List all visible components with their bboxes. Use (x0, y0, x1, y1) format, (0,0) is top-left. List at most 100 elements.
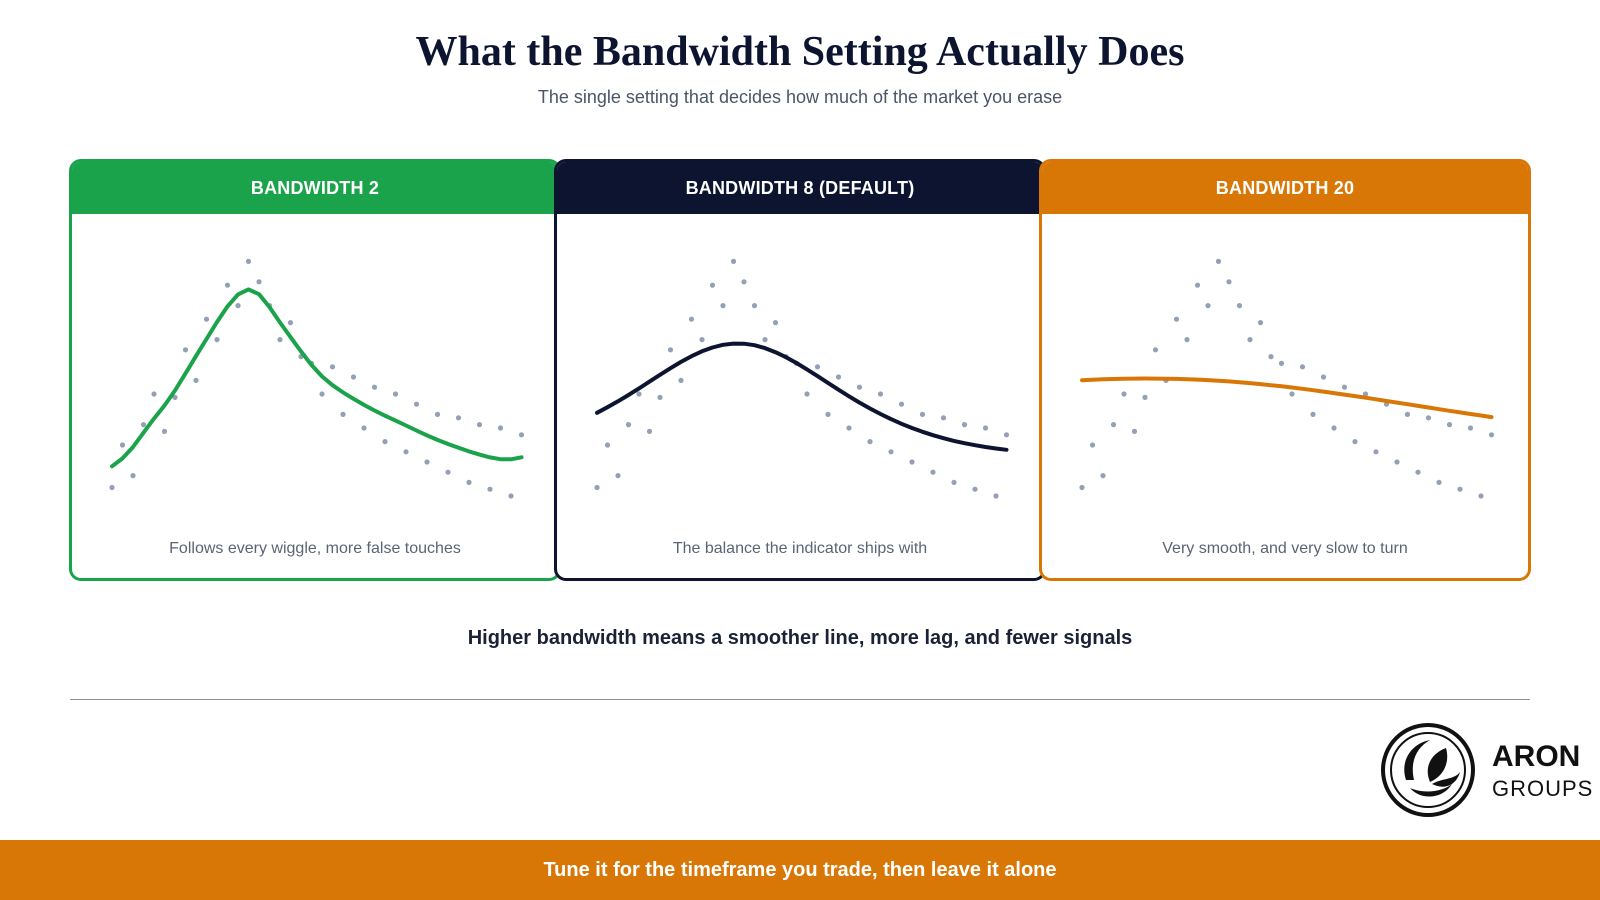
price-dot (1362, 391, 1369, 397)
price-dot (751, 303, 758, 309)
panel-header: BANDWIDTH 2 (72, 162, 558, 214)
price-dot (508, 493, 514, 499)
price-dot (1184, 337, 1190, 343)
price-dot (940, 415, 947, 421)
panel-label: BANDWIDTH 2 (250, 177, 380, 198)
price-dot (1278, 360, 1285, 366)
price-dot (1194, 282, 1201, 288)
price-dot (1289, 391, 1295, 397)
panel-chart (1079, 258, 1495, 499)
price-dot (245, 258, 252, 264)
price-dot (1079, 484, 1085, 491)
price-dot (1394, 459, 1400, 465)
price-dot (151, 391, 157, 397)
panel-bandwidth-20: BANDWIDTH 20 Very smooth, and very slow … (1039, 159, 1531, 581)
price-dot (919, 411, 926, 417)
price-dot (161, 428, 168, 434)
price-dot (898, 401, 905, 407)
price-dot (804, 391, 810, 397)
panel-caption: Very smooth, and very slow to turn (1162, 540, 1408, 557)
price-dot (1478, 493, 1484, 499)
price-dot (720, 303, 726, 309)
price-dot (951, 479, 957, 485)
price-dot (961, 422, 968, 428)
price-dot (888, 449, 894, 455)
panel-label: BANDWIDTH 8 (DEFAULT) (685, 177, 915, 198)
price-dot (846, 425, 852, 431)
smoothed-line (1080, 376, 1494, 420)
price-dot (1247, 337, 1253, 343)
panel-chart (109, 258, 525, 499)
price-dot (814, 364, 821, 370)
price-dot (1320, 374, 1327, 380)
price-dot (594, 484, 600, 491)
price-dot (762, 337, 768, 343)
price-dot (287, 320, 294, 326)
price-dot (709, 282, 716, 288)
price-dot (699, 337, 705, 343)
price-dot (856, 384, 863, 390)
price-dot (224, 282, 231, 288)
price-dot (182, 347, 189, 353)
price-dot (361, 425, 367, 431)
price-dot (1352, 439, 1358, 445)
price-dot (1142, 394, 1148, 400)
price-dot (1152, 347, 1159, 353)
price-dot (256, 279, 262, 285)
price-dot (688, 316, 695, 322)
price-dot (130, 473, 136, 479)
price-dot (424, 459, 430, 465)
divider (70, 699, 1530, 700)
panel-header: BANDWIDTH 8 (DEFAULT) (557, 162, 1043, 214)
price-dot (1310, 411, 1316, 417)
price-dot (1373, 449, 1379, 455)
price-dot (1089, 442, 1096, 448)
price-dot (487, 486, 493, 492)
price-dot (835, 374, 842, 380)
price-dot (678, 377, 684, 383)
price-dot (1100, 473, 1106, 479)
panel-bandwidth-8: BANDWIDTH 8 (DEFAULT) The balance the in… (554, 159, 1046, 581)
price-dot (1205, 303, 1211, 309)
price-dot (466, 479, 472, 485)
price-dot (319, 391, 325, 397)
price-dot (1331, 425, 1337, 431)
price-dot (434, 411, 441, 417)
price-dot (1425, 415, 1432, 421)
price-dot (1257, 320, 1264, 326)
footer-banner: Tune it for the timeframe you trade, the… (0, 840, 1600, 900)
panel-caption: The balance the indicator ships with (672, 540, 928, 557)
price-dot (119, 442, 126, 448)
price-dot (1446, 422, 1453, 428)
price-dot (1436, 479, 1442, 485)
price-dot (730, 258, 737, 264)
price-dot (497, 425, 504, 431)
price-dot (518, 432, 525, 438)
price-dot (625, 422, 632, 428)
price-dot (877, 391, 884, 397)
panel-bandwidth-2: BANDWIDTH 2 Follows every wiggle, more f… (69, 159, 561, 581)
brand-logo: ARON GROUPS (1380, 722, 1592, 818)
price-dot (1173, 316, 1180, 322)
price-dot (172, 394, 178, 400)
logo-wordmark-secondary: GROUPS (1492, 776, 1594, 801)
price-dot (476, 422, 483, 428)
price-dot (982, 425, 989, 431)
price-dot (972, 486, 978, 492)
price-dot (382, 439, 388, 445)
price-dot (1003, 432, 1010, 438)
price-dot (235, 303, 241, 309)
price-dot (277, 337, 283, 343)
price-dot (646, 428, 653, 434)
logo-wordmark-primary: ARON (1492, 740, 1581, 773)
page-subtitle: The single setting that decides how much… (537, 87, 1063, 107)
price-dot (741, 279, 747, 285)
price-dot (1121, 391, 1127, 397)
price-dot (1299, 364, 1306, 370)
price-dot (455, 415, 462, 421)
panel-header: BANDWIDTH 20 (1042, 162, 1528, 214)
price-dot (1488, 432, 1495, 438)
panel-caption: Follows every wiggle, more false touches (169, 540, 461, 557)
price-dot (413, 401, 420, 407)
price-dot (1341, 384, 1348, 390)
